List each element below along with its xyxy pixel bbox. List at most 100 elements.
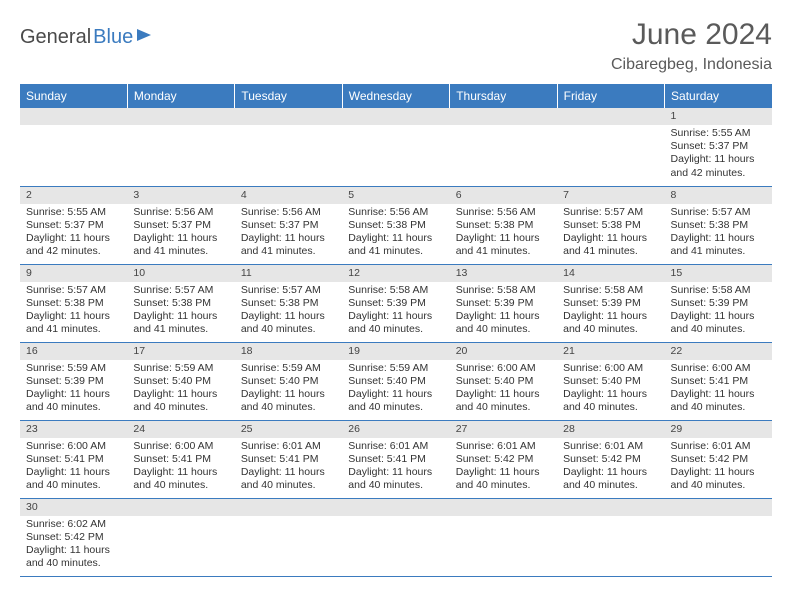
day-number: 4 <box>235 187 342 204</box>
daylight-text-2: and 40 minutes. <box>456 323 551 336</box>
sunrise-text: Sunrise: 5:58 AM <box>563 284 658 297</box>
daylight-text-2: and 41 minutes. <box>241 245 336 258</box>
sunrise-text: Sunrise: 6:01 AM <box>671 440 766 453</box>
calendar-cell: 27Sunrise: 6:01 AMSunset: 5:42 PMDayligh… <box>450 420 557 498</box>
calendar-cell <box>557 108 664 186</box>
weekday-header: Monday <box>127 84 234 108</box>
daylight-text-1: Daylight: 11 hours <box>671 153 766 166</box>
calendar-cell: 26Sunrise: 6:01 AMSunset: 5:41 PMDayligh… <box>342 420 449 498</box>
sunset-text: Sunset: 5:39 PM <box>348 297 443 310</box>
daylight-text-1: Daylight: 11 hours <box>456 310 551 323</box>
day-number-empty <box>450 499 557 516</box>
day-body: Sunrise: 5:59 AMSunset: 5:39 PMDaylight:… <box>20 360 127 419</box>
sunrise-text: Sunrise: 5:56 AM <box>133 206 228 219</box>
header: GeneralBlue June 2024 Cibaregbeg, Indone… <box>20 18 772 74</box>
logo-text-1: General <box>20 26 91 49</box>
daylight-text-2: and 40 minutes. <box>671 479 766 492</box>
day-body: Sunrise: 6:01 AMSunset: 5:42 PMDaylight:… <box>450 438 557 497</box>
logo: GeneralBlue <box>20 26 151 49</box>
daylight-text-1: Daylight: 11 hours <box>241 232 336 245</box>
daylight-text-1: Daylight: 11 hours <box>671 388 766 401</box>
sunrise-text: Sunrise: 5:57 AM <box>241 284 336 297</box>
sunrise-text: Sunrise: 6:01 AM <box>348 440 443 453</box>
daylight-text-1: Daylight: 11 hours <box>241 388 336 401</box>
day-body: Sunrise: 6:00 AMSunset: 5:40 PMDaylight:… <box>450 360 557 419</box>
calendar-cell: 5Sunrise: 5:56 AMSunset: 5:38 PMDaylight… <box>342 186 449 264</box>
sunrise-text: Sunrise: 6:01 AM <box>456 440 551 453</box>
calendar-cell <box>127 108 234 186</box>
weekday-header: Friday <box>557 84 664 108</box>
daylight-text-2: and 40 minutes. <box>26 401 121 414</box>
sunset-text: Sunset: 5:37 PM <box>133 219 228 232</box>
daylight-text-2: and 41 minutes. <box>133 245 228 258</box>
sunset-text: Sunset: 5:37 PM <box>241 219 336 232</box>
daylight-text-1: Daylight: 11 hours <box>563 466 658 479</box>
sunset-text: Sunset: 5:42 PM <box>456 453 551 466</box>
day-body: Sunrise: 5:55 AMSunset: 5:37 PMDaylight:… <box>20 204 127 263</box>
calendar-cell <box>235 108 342 186</box>
day-number: 17 <box>127 343 234 360</box>
day-number: 10 <box>127 265 234 282</box>
calendar-cell: 11Sunrise: 5:57 AMSunset: 5:38 PMDayligh… <box>235 264 342 342</box>
day-number: 23 <box>20 421 127 438</box>
sunset-text: Sunset: 5:37 PM <box>26 219 121 232</box>
sunrise-text: Sunrise: 5:56 AM <box>348 206 443 219</box>
day-number-empty <box>127 108 234 125</box>
day-body: Sunrise: 5:59 AMSunset: 5:40 PMDaylight:… <box>235 360 342 419</box>
day-body: Sunrise: 5:57 AMSunset: 5:38 PMDaylight:… <box>665 204 772 263</box>
weekday-header-row: Sunday Monday Tuesday Wednesday Thursday… <box>20 84 772 108</box>
calendar-cell <box>450 498 557 576</box>
sunset-text: Sunset: 5:38 PM <box>563 219 658 232</box>
day-body: Sunrise: 5:57 AMSunset: 5:38 PMDaylight:… <box>235 282 342 341</box>
header-right: June 2024 Cibaregbeg, Indonesia <box>611 18 772 74</box>
calendar-cell: 23Sunrise: 6:00 AMSunset: 5:41 PMDayligh… <box>20 420 127 498</box>
day-body: Sunrise: 5:56 AMSunset: 5:38 PMDaylight:… <box>450 204 557 263</box>
day-number: 30 <box>20 499 127 516</box>
sunset-text: Sunset: 5:40 PM <box>133 375 228 388</box>
calendar-cell: 24Sunrise: 6:00 AMSunset: 5:41 PMDayligh… <box>127 420 234 498</box>
day-number: 11 <box>235 265 342 282</box>
daylight-text-1: Daylight: 11 hours <box>348 466 443 479</box>
sunset-text: Sunset: 5:39 PM <box>26 375 121 388</box>
sunset-text: Sunset: 5:39 PM <box>456 297 551 310</box>
sunset-text: Sunset: 5:42 PM <box>26 531 121 544</box>
sunrise-text: Sunrise: 6:02 AM <box>26 518 121 531</box>
calendar-cell: 12Sunrise: 5:58 AMSunset: 5:39 PMDayligh… <box>342 264 449 342</box>
sunrise-text: Sunrise: 5:59 AM <box>133 362 228 375</box>
daylight-text-2: and 42 minutes. <box>671 167 766 180</box>
day-number-empty <box>450 108 557 125</box>
day-body: Sunrise: 6:01 AMSunset: 5:42 PMDaylight:… <box>557 438 664 497</box>
day-number-empty <box>557 108 664 125</box>
day-number: 29 <box>665 421 772 438</box>
day-body: Sunrise: 5:57 AMSunset: 5:38 PMDaylight:… <box>20 282 127 341</box>
daylight-text-2: and 41 minutes. <box>133 323 228 336</box>
day-body: Sunrise: 5:59 AMSunset: 5:40 PMDaylight:… <box>127 360 234 419</box>
sunrise-text: Sunrise: 5:59 AM <box>26 362 121 375</box>
sunset-text: Sunset: 5:40 PM <box>563 375 658 388</box>
page-title: June 2024 <box>611 18 772 52</box>
logo-flag-icon <box>137 29 151 41</box>
sunrise-text: Sunrise: 5:56 AM <box>456 206 551 219</box>
sunrise-text: Sunrise: 6:01 AM <box>241 440 336 453</box>
daylight-text-1: Daylight: 11 hours <box>133 232 228 245</box>
day-body: Sunrise: 6:01 AMSunset: 5:41 PMDaylight:… <box>342 438 449 497</box>
calendar-cell <box>557 498 664 576</box>
daylight-text-2: and 40 minutes. <box>133 479 228 492</box>
daylight-text-2: and 40 minutes. <box>456 401 551 414</box>
calendar-week: 2Sunrise: 5:55 AMSunset: 5:37 PMDaylight… <box>20 186 772 264</box>
day-body: Sunrise: 5:59 AMSunset: 5:40 PMDaylight:… <box>342 360 449 419</box>
day-number: 14 <box>557 265 664 282</box>
daylight-text-2: and 41 minutes. <box>348 245 443 258</box>
day-number: 15 <box>665 265 772 282</box>
daylight-text-1: Daylight: 11 hours <box>563 310 658 323</box>
calendar-cell: 1Sunrise: 5:55 AMSunset: 5:37 PMDaylight… <box>665 108 772 186</box>
daylight-text-2: and 40 minutes. <box>241 479 336 492</box>
day-body: Sunrise: 6:00 AMSunset: 5:40 PMDaylight:… <box>557 360 664 419</box>
sunrise-text: Sunrise: 5:58 AM <box>671 284 766 297</box>
sunrise-text: Sunrise: 5:57 AM <box>671 206 766 219</box>
sunrise-text: Sunrise: 5:55 AM <box>26 206 121 219</box>
daylight-text-2: and 41 minutes. <box>671 245 766 258</box>
day-body: Sunrise: 5:56 AMSunset: 5:38 PMDaylight:… <box>342 204 449 263</box>
day-number: 24 <box>127 421 234 438</box>
daylight-text-2: and 40 minutes. <box>563 479 658 492</box>
